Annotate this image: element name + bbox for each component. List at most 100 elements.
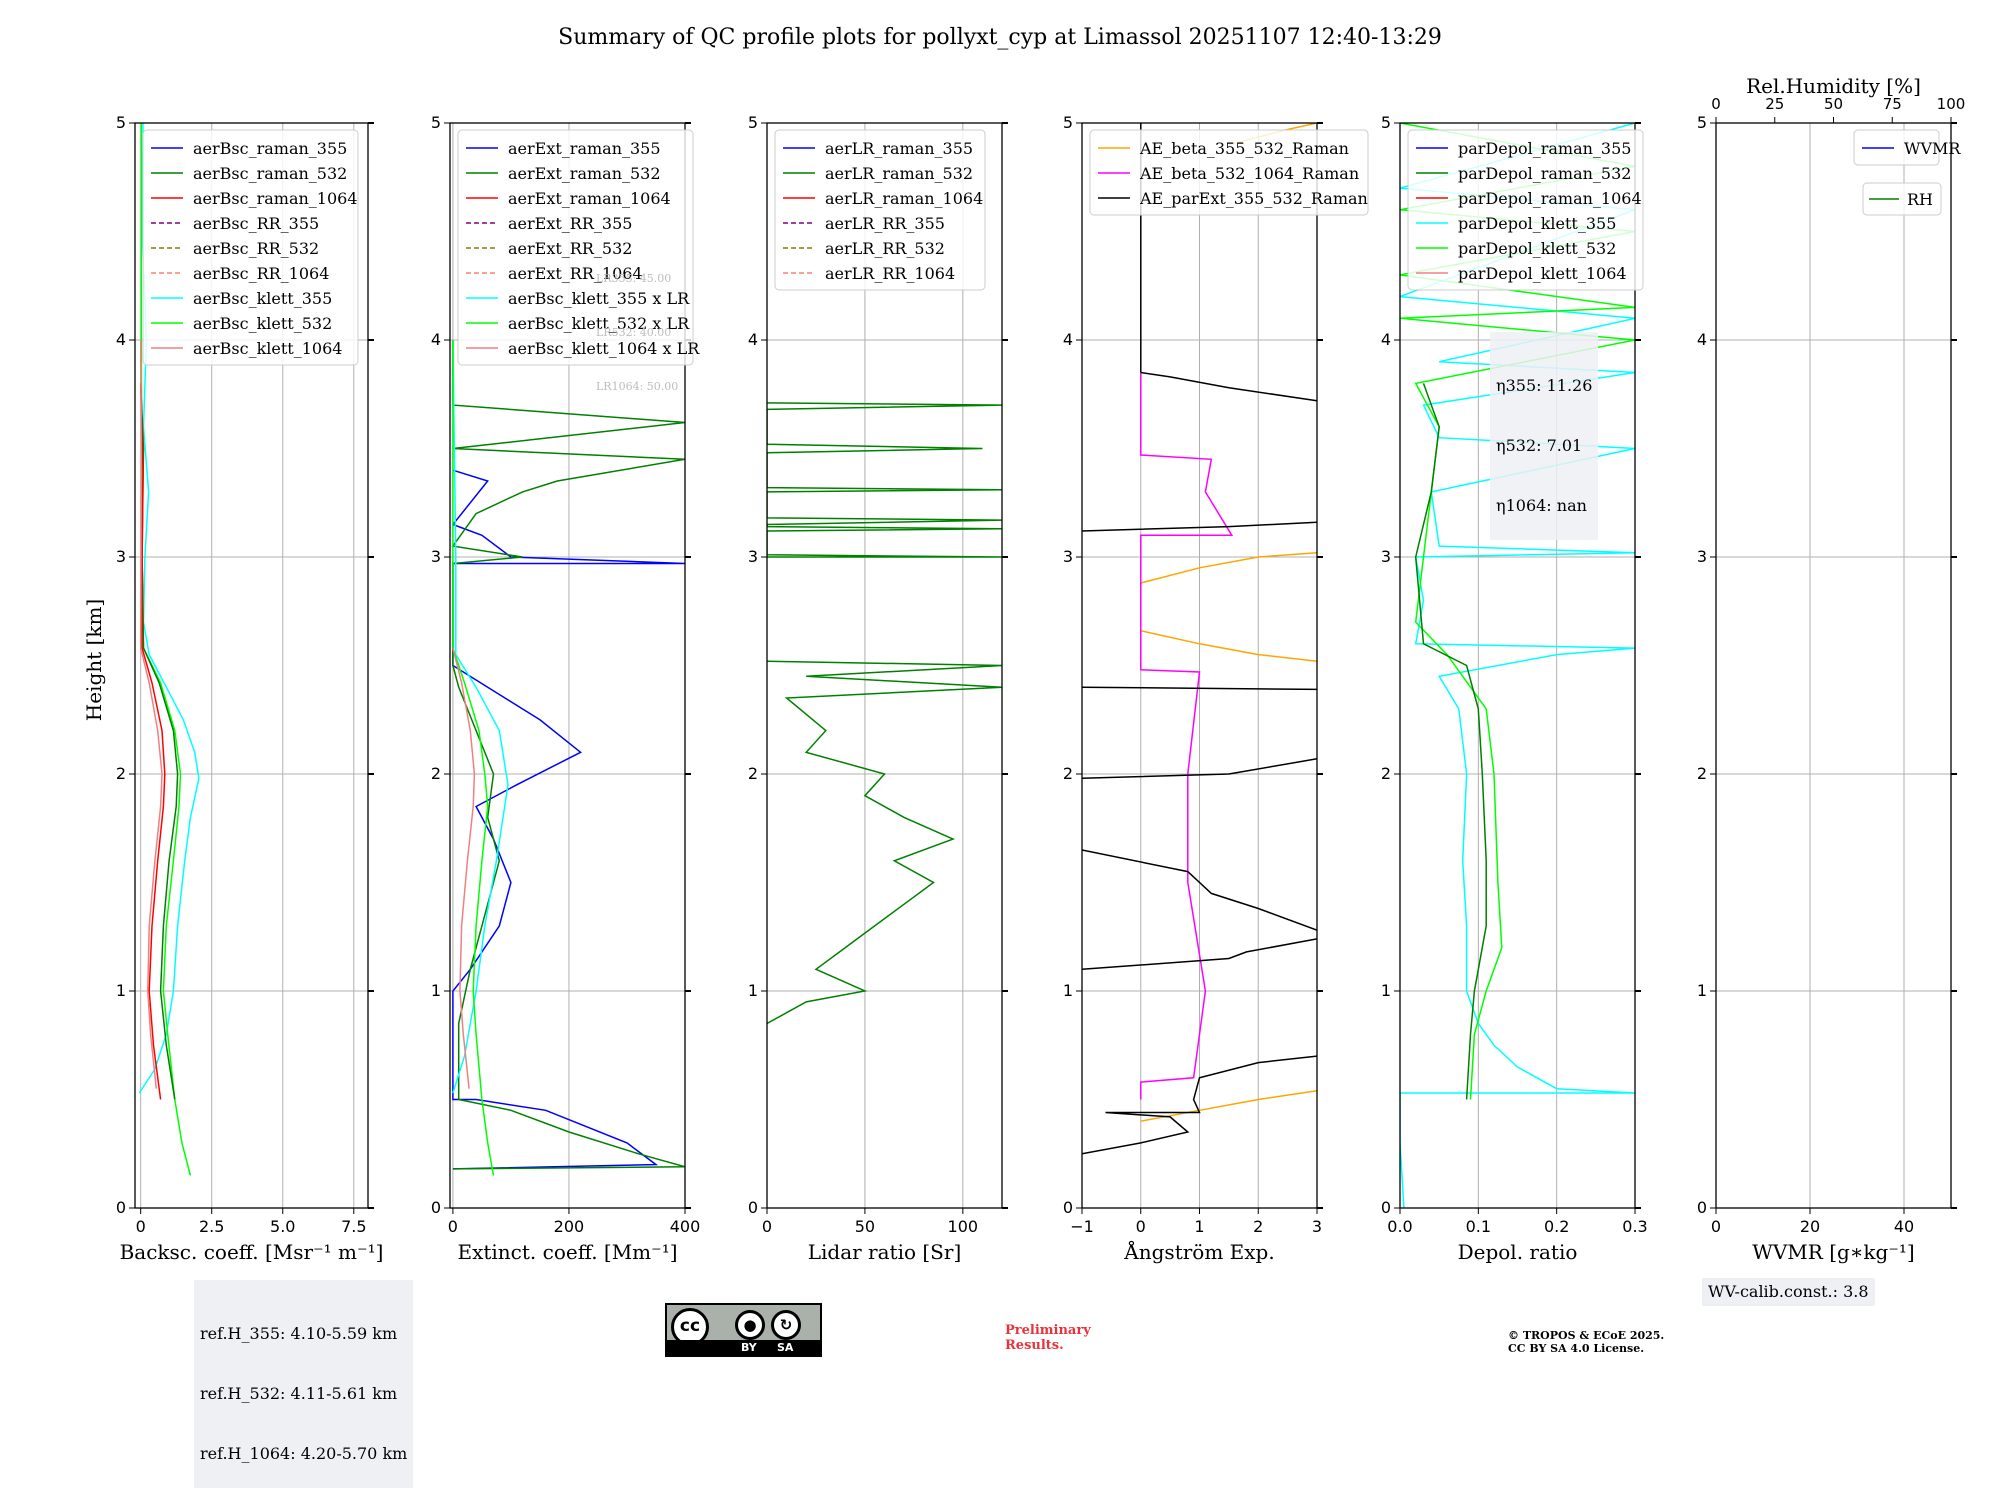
legend-entry: aerExt_raman_532 [508, 164, 661, 183]
lr-355: LR355: 45.00 [596, 272, 672, 285]
legend-entry: parDepol_klett_355 [1458, 214, 1616, 233]
x-tick-label: 7.5 [341, 1217, 366, 1236]
lr-532: LR532: 40.00 [596, 326, 672, 339]
legend-entry: aerBsc_RR_1064 [193, 264, 329, 283]
panels: 0 2.5 5.0 7.5 0 1 2 3 4 5 Backsc. coeff. [Msr⁻¹ m⁻… [116, 74, 1966, 1264]
series-ae-beta-355-532-raman [1140, 1090, 1317, 1122]
legend-entry: parDepol_raman_355 [1458, 139, 1631, 158]
legend-entry: aerLR_RR_1064 [825, 264, 955, 283]
x-tick-label: 2.5 [199, 1217, 224, 1236]
y-tick-label: 4 [116, 330, 126, 349]
legend-entry: aerBsc_raman_532 [193, 164, 347, 183]
y-tick-label: 3 [748, 547, 758, 566]
x-tick-label: 100 [948, 1217, 979, 1236]
series-ae-parext-d [1082, 758, 1317, 780]
y-tick-label: 5 [1381, 113, 1391, 132]
x2-tick-label: 100 [1937, 95, 1966, 113]
x-tick-label: 0.3 [1622, 1217, 1647, 1236]
legend-entry: AE_parExt_355_532_Raman [1139, 189, 1368, 208]
legend-box [142, 129, 359, 366]
ref-h-1064: ref.H_1064: 4.20-5.70 km [200, 1444, 408, 1463]
x-tick-label: 0 [762, 1217, 772, 1236]
copyright-note: © TROPOS & ECoE 2025. CC BY SA 4.0 Licen… [1508, 1329, 1664, 1355]
series-ae-parext-f [1082, 521, 1317, 532]
legend-box [1089, 129, 1369, 216]
series-aerbsc-klett-1064-x-lr [452, 647, 476, 1089]
eta-532: η532: 7.01 [1496, 436, 1583, 455]
x-tick-label: 0 [448, 1217, 458, 1236]
y-tick-label: 2 [116, 764, 126, 783]
x-axis-label: Ångström Exp. [1123, 1239, 1274, 1264]
legend-entry: aerLR_RR_532 [825, 239, 945, 258]
series-group [138, 123, 200, 1176]
x-tick-label: 1 [1194, 1217, 1204, 1236]
legend-entry: aerBsc_raman_355 [193, 139, 347, 158]
y-tick-label: 1 [116, 981, 126, 1000]
legend-entry: parDepol_raman_1064 [1458, 189, 1642, 208]
x-tick-label: 5.0 [270, 1217, 295, 1236]
series-ae-parext-e [1082, 686, 1317, 691]
lr-value-box: LR355: 45.00 LR532: 40.00 LR1064: 50.00 [596, 234, 678, 414]
y-tick-label: 0 [431, 1198, 441, 1217]
legend-entry: aerBsc_klett_1064 [193, 339, 342, 358]
y-tick-label: 1 [431, 981, 441, 1000]
x-tick-label: 0 [1136, 1217, 1146, 1236]
legend: AE_beta_355_532_Raman AE_beta_532_1064_Ra… [1089, 129, 1369, 216]
ref-height-box: ref.H_355: 4.10-5.59 km ref.H_532: 4.11-… [194, 1280, 414, 1488]
series-group [451, 339, 685, 1176]
preliminary-line-2: Results. [1005, 1338, 1064, 1353]
legend-entry: parDepol_klett_1064 [1458, 264, 1627, 283]
x-tick-label: 40 [1894, 1217, 1914, 1236]
legend: parDepol_raman_355 parDepol_raman_532 parD… [1407, 129, 1644, 291]
legend-entry: aerExt_RR_1064 [508, 264, 643, 283]
cc-icon: cc [671, 1308, 709, 1346]
legend-entry: aerLR_raman_532 [825, 164, 973, 183]
series-group [767, 402, 1002, 1025]
copyright-line-2: CC BY SA 4.0 License. [1508, 1342, 1645, 1355]
copyright-line-1: © TROPOS & ECoE 2025. [1508, 1329, 1665, 1342]
series-ae-parext-355-532-raman [1082, 1055, 1317, 1155]
y-tick-label: 2 [1381, 764, 1391, 783]
plot-frame [134, 122, 369, 1209]
y-tick-label: 4 [1381, 330, 1391, 349]
panel-lr: 0 50 100 0 1 2 3 4 5 Lidar ratio [Sr] aerLR_raman_… [748, 113, 1008, 1264]
y-tick-label: 5 [431, 113, 441, 132]
series-ae-beta-532-1064-raman [1140, 372, 1234, 1100]
legend-box [1407, 129, 1644, 291]
legend2-entry: RH [1907, 190, 1933, 209]
y-tick-label: 5 [1063, 113, 1073, 132]
cc-sa-label: SA [777, 1341, 794, 1354]
cc-badge-bar: BY SA [667, 1340, 820, 1355]
ref-h-532: ref.H_532: 4.11-5.61 km [200, 1384, 398, 1403]
legend-entry: aerBsc_RR_355 [193, 214, 319, 233]
panel-depol: 0.0 0.1 0.2 0.3 0 1 2 3 4 5 Depol. ratio parDepol_r… [1381, 113, 1648, 1264]
y-tick-label: 2 [1063, 764, 1073, 783]
x2-tick-label: 25 [1765, 95, 1784, 113]
x-tick-label: 50 [855, 1217, 875, 1236]
series-pardepol-klett-355 [1400, 123, 1635, 1208]
legend-entry: aerExt_raman_1064 [508, 189, 671, 208]
y-tick-label: 1 [1381, 981, 1391, 1000]
x-tick-label: 400 [670, 1217, 701, 1236]
series-aerbsc-raman-1064 [139, 383, 166, 1100]
panel-bsc: 0 2.5 5.0 7.5 0 1 2 3 4 5 Backsc. coeff. [Msr⁻¹ m⁻… [116, 113, 384, 1264]
legend-entry: aerBsc_klett_355 [193, 289, 332, 308]
y-tick-label: 3 [1697, 547, 1707, 566]
panel-wv: 0 20 40 0 1 2 3 4 5 WVMR [g∗kg⁻¹] 0 25 50 75 100 Rel.Hu… [1697, 74, 1966, 1264]
y-tick-label: 1 [1063, 981, 1073, 1000]
y-tick-label: 3 [1063, 547, 1073, 566]
legend-entry: aerExt_raman_355 [508, 139, 661, 158]
x-axis-label: Extinct. coeff. [Mm⁻¹] [457, 1240, 677, 1264]
series-ae-parext-g [1140, 371, 1317, 402]
lr-1064: LR1064: 50.00 [596, 380, 679, 393]
series-aerbsc-klett-355-x-lr [452, 339, 509, 1094]
y-tick-label: 0 [1063, 1198, 1073, 1217]
sa-share-icon: ↻ [771, 1310, 801, 1340]
qc-figure: Summary of QC profile plots for pollyxt_… [82, 25, 1966, 1264]
plot-frame [766, 122, 1003, 1209]
eta-355: η355: 11.26 [1496, 376, 1593, 395]
legend-entry: aerLR_raman_355 [825, 139, 973, 158]
y-tick-label: 5 [116, 113, 126, 132]
x-tick-label: 200 [554, 1217, 585, 1236]
